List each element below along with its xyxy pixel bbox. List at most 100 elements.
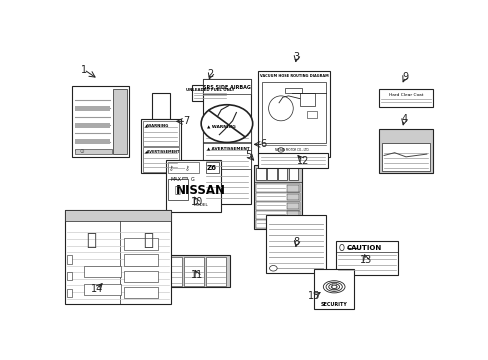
Bar <box>265 215 326 273</box>
Bar <box>287 185 298 192</box>
Bar <box>307 111 316 118</box>
Bar <box>258 153 327 168</box>
Bar <box>287 203 298 209</box>
Text: 14: 14 <box>91 284 103 294</box>
Bar <box>262 82 326 143</box>
Bar <box>256 193 299 201</box>
Text: CAUTION: CAUTION <box>346 245 381 251</box>
Text: 🚗: 🚗 <box>86 231 96 249</box>
Text: ▲AVERTISSEMENT: ▲AVERTISSEMENT <box>144 150 180 154</box>
Bar <box>266 168 276 180</box>
Text: 9: 9 <box>401 72 407 82</box>
Bar <box>203 79 250 204</box>
Bar <box>75 149 112 154</box>
Bar <box>335 242 398 275</box>
Bar <box>166 159 221 212</box>
Text: 11: 11 <box>191 270 203 280</box>
Text: 15: 15 <box>307 291 320 301</box>
Bar <box>288 168 298 180</box>
Text: NISSAN MOTOR CO., LTD.: NISSAN MOTOR CO., LTD. <box>275 148 309 152</box>
Bar <box>287 220 298 227</box>
Text: MAX: MAX <box>170 176 181 181</box>
Bar <box>314 269 353 309</box>
Bar <box>65 210 171 221</box>
Text: 13: 13 <box>359 255 371 265</box>
Bar <box>142 147 178 172</box>
Text: NISSAN: NISSAN <box>175 184 225 197</box>
Text: ▲ AVERTISSEMENT: ▲ AVERTISSEMENT <box>206 147 249 150</box>
Bar <box>381 143 429 171</box>
Bar <box>75 123 110 128</box>
Text: 8: 8 <box>293 237 299 247</box>
Bar <box>142 121 178 147</box>
Text: UNLEADED FUEL ONLY: UNLEADED FUEL ONLY <box>185 88 234 92</box>
Text: SRS SIDE AIRBAG: SRS SIDE AIRBAG <box>203 85 250 90</box>
Circle shape <box>201 105 252 143</box>
Text: ⊙: ⊙ <box>80 149 84 154</box>
Text: 🚗: 🚗 <box>175 185 181 194</box>
Text: VACUUM HOSE ROUTING DIAGRAM: VACUUM HOSE ROUTING DIAGRAM <box>259 74 328 78</box>
Text: SECURITY: SECURITY <box>320 302 347 307</box>
Text: Z6: Z6 <box>206 165 217 171</box>
Text: Hard Clear Coat: Hard Clear Coat <box>388 93 423 97</box>
Bar <box>379 129 432 174</box>
Bar <box>75 106 110 111</box>
Bar <box>203 143 250 169</box>
Text: ⚷――⚷: ⚷――⚷ <box>168 166 190 170</box>
Bar <box>181 177 187 181</box>
Text: 7: 7 <box>183 116 189 126</box>
Text: MODEL: MODEL <box>193 203 207 207</box>
Bar <box>256 211 299 219</box>
Bar <box>67 255 72 264</box>
Text: 1: 1 <box>81 64 87 75</box>
Bar <box>278 168 287 180</box>
Bar <box>256 184 299 192</box>
Bar <box>159 255 229 287</box>
Bar <box>183 257 204 286</box>
Text: ▲WARNING: ▲WARNING <box>144 124 168 128</box>
Bar <box>72 86 128 157</box>
Bar <box>256 168 265 180</box>
Text: 6: 6 <box>260 139 266 149</box>
Bar <box>151 93 169 120</box>
Bar <box>203 79 250 94</box>
Text: ▲ WARNING: ▲ WARNING <box>206 124 235 129</box>
Text: G: G <box>191 176 194 181</box>
Bar <box>256 220 299 228</box>
Bar <box>84 266 121 278</box>
Bar <box>67 288 72 297</box>
Circle shape <box>277 148 284 152</box>
Bar <box>113 89 126 154</box>
Bar <box>65 210 171 304</box>
Bar <box>84 284 121 296</box>
Bar <box>205 162 218 174</box>
Bar <box>287 194 298 201</box>
Bar <box>67 272 72 280</box>
Text: 12: 12 <box>296 156 308 166</box>
Bar <box>379 89 432 107</box>
Bar <box>205 257 226 286</box>
Bar <box>256 202 299 210</box>
Bar <box>123 287 158 298</box>
Text: 2: 2 <box>207 69 214 79</box>
Bar <box>287 211 298 218</box>
Bar <box>168 162 198 174</box>
Circle shape <box>269 266 277 271</box>
Ellipse shape <box>268 96 293 121</box>
Bar <box>123 270 158 282</box>
Bar <box>254 165 301 229</box>
Text: 🔑: 🔑 <box>331 282 336 291</box>
Text: 🚗: 🚗 <box>142 231 152 249</box>
Text: 3: 3 <box>293 51 299 62</box>
Bar <box>161 257 182 286</box>
Bar <box>123 255 158 266</box>
Bar <box>284 87 301 93</box>
Bar <box>299 93 314 105</box>
Bar <box>141 120 180 174</box>
Text: 4: 4 <box>401 114 407 125</box>
Bar <box>75 139 110 144</box>
Text: O: O <box>338 244 344 253</box>
Bar <box>123 238 158 250</box>
Text: 5: 5 <box>245 150 251 160</box>
Text: 10: 10 <box>190 197 203 207</box>
